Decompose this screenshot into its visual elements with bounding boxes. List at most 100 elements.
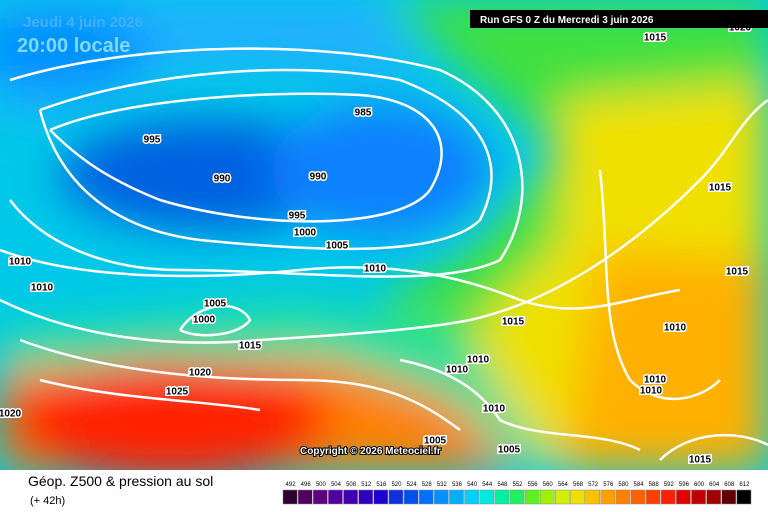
legend-swatch [570, 489, 585, 505]
isobar-label: 1005 [204, 299, 227, 310]
legend-label: 516 [376, 482, 387, 488]
legend-label: 532 [437, 482, 448, 488]
isobar-label: 1015 [689, 455, 712, 466]
legend-swatch [645, 489, 661, 505]
isobar [38, 68, 493, 251]
legend: 492 496 500 504 508 512 516 520 524 528 532 536 540 5… [282, 482, 752, 505]
legend-label: 528 [422, 482, 433, 488]
legend-label: 560 [543, 482, 554, 488]
isobar-label: 990 [310, 172, 327, 183]
isobar [659, 433, 768, 461]
isobar-label: 995 [144, 135, 161, 146]
legend-label: 512 [361, 482, 372, 488]
legend-swatch [313, 489, 328, 505]
legend-swatch [600, 489, 616, 505]
isobar-label: 1000 [294, 228, 317, 239]
isobar-label: 1005 [424, 436, 447, 447]
legend-swatch [479, 489, 495, 505]
legend-swatch [464, 489, 479, 505]
legend-swatch [691, 489, 706, 505]
isobar-labels: 1015 1020 985 995 990 990 995 1000 1005 1010 1015 1… [0, 21, 753, 467]
legend-label: 496 [301, 482, 312, 488]
isobar [19, 338, 461, 432]
legend-swatch [555, 489, 570, 505]
isobar-label: 1010 [640, 386, 663, 397]
footer-title: Géop. Z500 & pression au sol [28, 473, 213, 489]
legend-label: 504 [331, 482, 342, 488]
isobar [598, 169, 721, 401]
legend-label: 596 [679, 482, 690, 488]
legend-label: 540 [467, 482, 478, 488]
legend-swatch [630, 489, 646, 505]
legend-swatch [328, 489, 343, 505]
legend-label: 592 [664, 482, 675, 488]
legend-label: 612 [739, 482, 750, 488]
legend-swatch [449, 489, 464, 505]
isobar [0, 248, 681, 310]
time: 20:00 locale [17, 35, 130, 57]
legend-label: 552 [512, 482, 523, 488]
legend-label: 568 [573, 482, 584, 488]
isobar-label: 1010 [644, 375, 667, 386]
isobar-label: 1015 [502, 317, 525, 328]
legend-swatch [343, 489, 358, 505]
footer-lead: (+ 42h) [30, 495, 65, 507]
legend-swatch [388, 489, 404, 505]
isobar-label: 995 [289, 211, 306, 222]
isobar-label: 985 [355, 108, 372, 119]
legend-swatch [706, 489, 721, 505]
legend-label: 520 [391, 482, 402, 488]
isobar-label: 1020 [0, 409, 22, 420]
legend-label: 564 [558, 482, 569, 488]
legend-label: 492 [286, 482, 297, 488]
legend-swatch [282, 489, 298, 505]
legend-swatch [358, 489, 374, 505]
isobar [399, 358, 641, 452]
legend-label: 580 [618, 482, 629, 488]
isobar-label: 1010 [364, 264, 387, 275]
legend-label: 576 [603, 482, 614, 488]
legend-swatch [418, 489, 434, 505]
isobar [49, 92, 443, 223]
legend-label: 588 [649, 482, 660, 488]
isobar-label: 1010 [31, 283, 54, 294]
isobar-label: 1015 [709, 183, 732, 194]
legend-swatch [539, 489, 555, 505]
isobar [0, 98, 768, 344]
legend-label: 536 [452, 482, 463, 488]
isobar-label: 990 [214, 174, 231, 185]
legend-swatch [434, 489, 449, 505]
isobar [178, 304, 252, 337]
legend-swatch [509, 489, 525, 505]
isobar-label: 1010 [446, 365, 469, 376]
run-box [470, 10, 768, 28]
legend-label: 548 [497, 482, 508, 488]
legend-swatch [585, 489, 600, 505]
legend-label: 500 [316, 482, 327, 488]
legend-label: 544 [482, 482, 493, 488]
date: Jeudi 4 juin 2026 [23, 14, 143, 31]
isobar [39, 378, 261, 412]
isobar-label: 1010 [9, 257, 32, 268]
legend-swatch [297, 489, 313, 505]
legend-label: 600 [694, 482, 705, 488]
legend-swatch [676, 489, 691, 505]
legend-label: 584 [634, 482, 645, 488]
isobar-label: 1015 [644, 33, 667, 44]
isobar-label: 1010 [467, 355, 490, 366]
isobar-label: 1010 [483, 404, 506, 415]
legend-swatch [721, 489, 737, 505]
legend-label: 604 [709, 482, 720, 488]
isobar-label: 1015 [726, 267, 749, 278]
isobar-label: 1015 [239, 341, 262, 352]
legend-swatch [736, 489, 752, 505]
isobar-label: 1005 [498, 445, 521, 456]
legend-swatch [373, 489, 389, 505]
isobar-label: 1010 [664, 323, 687, 334]
legend-label: 608 [724, 482, 735, 488]
field: 1015 1020 985 995 990 990 995 1000 1005 1010 1015 1… [0, 0, 768, 470]
isobars [0, 47, 768, 461]
legend-label: 556 [528, 482, 539, 488]
legend-swatch [494, 489, 510, 505]
